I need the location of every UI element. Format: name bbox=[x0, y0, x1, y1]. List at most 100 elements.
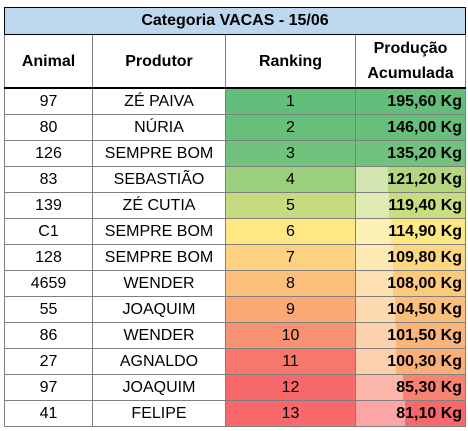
cell-producao[interactable]: 85,30 Kg bbox=[354, 374, 467, 401]
table-row: 97 ZÉ PAIVA 1 195,60 Kg bbox=[4, 87, 467, 115]
cell-produtor[interactable]: WENDER bbox=[92, 322, 226, 349]
producao-value: 100,30 Kg bbox=[387, 352, 463, 370]
cell-produtor[interactable]: JOAQUIM bbox=[92, 296, 226, 323]
cell-ranking[interactable]: 9 bbox=[225, 296, 356, 323]
cell-animal[interactable]: 139 bbox=[4, 192, 93, 219]
producao-color-fill bbox=[393, 271, 465, 296]
producao-color-fill bbox=[390, 219, 465, 244]
cell-ranking[interactable]: 8 bbox=[225, 270, 356, 297]
cell-producao[interactable]: 114,90 Kg bbox=[354, 218, 467, 245]
producao-color-fill bbox=[396, 323, 465, 348]
cell-producao[interactable]: 101,50 Kg bbox=[354, 322, 467, 349]
table-body: 97 ZÉ PAIVA 1 195,60 Kg 80 NÚRIA 2 146,00 Kg 126… bbox=[4, 87, 467, 427]
cell-ranking[interactable]: 12 bbox=[225, 374, 356, 401]
table-row: 41 FELIPE 13 81,10 Kg bbox=[4, 400, 467, 427]
producao-color-fill bbox=[356, 89, 465, 114]
table-title[interactable]: Categoria VACAS - 15/06 bbox=[3, 7, 467, 35]
producao-value: 85,30 Kg bbox=[396, 378, 463, 396]
cell-animal[interactable]: 4659 bbox=[4, 270, 93, 297]
cell-producao[interactable]: 109,80 Kg bbox=[354, 244, 467, 271]
cell-producao[interactable]: 135,20 Kg bbox=[354, 140, 467, 167]
cell-produtor[interactable]: SEBASTIÃO bbox=[92, 166, 226, 193]
header-ranking[interactable]: Ranking bbox=[225, 34, 356, 89]
producao-value: 121,20 Kg bbox=[387, 170, 463, 188]
cell-ranking[interactable]: 1 bbox=[225, 87, 356, 115]
cell-ranking[interactable]: 4 bbox=[225, 166, 356, 193]
cell-produtor[interactable]: SEMPRE BOM bbox=[92, 140, 226, 167]
cell-ranking[interactable]: 2 bbox=[225, 114, 356, 141]
cell-produtor[interactable]: SEMPRE BOM bbox=[92, 244, 226, 271]
cell-animal[interactable]: 128 bbox=[4, 244, 93, 271]
cell-animal[interactable]: 27 bbox=[4, 348, 93, 375]
producao-value: 135,20 Kg bbox=[387, 144, 463, 162]
producao-value: 109,80 Kg bbox=[387, 248, 463, 266]
producao-value: 146,00 Kg bbox=[387, 118, 463, 136]
producao-color-fill bbox=[356, 115, 465, 140]
producao-value: 119,40 Kg bbox=[388, 196, 463, 214]
header-producao-line1: Produção bbox=[373, 40, 448, 57]
cell-produtor[interactable]: AGNALDO bbox=[92, 348, 226, 375]
cell-producao[interactable]: 108,00 Kg bbox=[354, 270, 467, 297]
producao-value: 114,90 Kg bbox=[388, 222, 463, 240]
header-producao-line2: Acumulada bbox=[367, 65, 454, 82]
cell-animal[interactable]: 97 bbox=[4, 87, 93, 115]
cell-animal[interactable]: C1 bbox=[4, 218, 93, 245]
title-row: Categoria VACAS - 15/06 bbox=[3, 7, 467, 35]
cell-producao[interactable]: 100,30 Kg bbox=[354, 348, 467, 375]
header-animal[interactable]: Animal bbox=[4, 34, 93, 89]
producao-color-fill bbox=[395, 297, 465, 322]
table-row: C1 SEMPRE BOM 6 114,90 Kg bbox=[4, 218, 467, 245]
cell-ranking[interactable]: 3 bbox=[225, 140, 356, 167]
cell-animal[interactable]: 86 bbox=[4, 322, 93, 349]
cell-ranking[interactable]: 10 bbox=[225, 322, 356, 349]
cell-animal[interactable]: 55 bbox=[4, 296, 93, 323]
ranking-table: Categoria VACAS - 15/06 Animal Produtor … bbox=[3, 7, 467, 427]
table-row: 55 JOAQUIM 9 104,50 Kg bbox=[4, 296, 467, 323]
cell-produtor[interactable]: JOAQUIM bbox=[92, 374, 226, 401]
cell-producao[interactable]: 119,40 Kg bbox=[354, 192, 467, 219]
producao-color-fill bbox=[402, 375, 465, 400]
header-producao[interactable]: Produção Acumulada bbox=[354, 34, 467, 89]
cell-ranking[interactable]: 7 bbox=[225, 244, 356, 271]
cell-ranking[interactable]: 11 bbox=[225, 348, 356, 375]
producao-value: 195,60 Kg bbox=[387, 92, 463, 110]
cell-producao[interactable]: 195,60 Kg bbox=[354, 87, 467, 115]
cell-producao[interactable]: 121,20 Kg bbox=[354, 166, 467, 193]
table-row: 4659 WENDER 8 108,00 Kg bbox=[4, 270, 467, 297]
header-row: Animal Produtor Ranking Produção Acumula… bbox=[4, 34, 467, 89]
cell-produtor[interactable]: ZÉ PAIVA bbox=[92, 87, 226, 115]
cell-animal[interactable]: 83 bbox=[4, 166, 93, 193]
producao-color-fill bbox=[387, 167, 465, 192]
table-row: 83 SEBASTIÃO 4 121,20 Kg bbox=[4, 166, 467, 193]
producao-color-fill bbox=[393, 245, 465, 270]
cell-produtor[interactable]: SEMPRE BOM bbox=[92, 218, 226, 245]
table-row: 128 SEMPRE BOM 7 109,80 Kg bbox=[4, 244, 467, 271]
cell-produtor[interactable]: NÚRIA bbox=[92, 114, 226, 141]
cell-ranking[interactable]: 5 bbox=[225, 192, 356, 219]
producao-color-fill bbox=[405, 401, 465, 426]
cell-producao[interactable]: 81,10 Kg bbox=[354, 400, 467, 427]
producao-value: 108,00 Kg bbox=[387, 274, 463, 292]
header-produtor[interactable]: Produtor bbox=[92, 34, 226, 89]
cell-animal[interactable]: 126 bbox=[4, 140, 93, 167]
producao-color-fill bbox=[356, 141, 465, 166]
producao-value: 81,10 Kg bbox=[396, 404, 463, 422]
cell-animal[interactable]: 41 bbox=[4, 400, 93, 427]
table-row: 86 WENDER 10 101,50 Kg bbox=[4, 322, 467, 349]
cell-producao[interactable]: 146,00 Kg bbox=[354, 114, 467, 141]
cell-produtor[interactable]: ZÉ CUTIA bbox=[92, 192, 226, 219]
cell-ranking[interactable]: 6 bbox=[225, 218, 356, 245]
table-row: 139 ZÉ CUTIA 5 119,40 Kg bbox=[4, 192, 467, 219]
cell-animal[interactable]: 80 bbox=[4, 114, 93, 141]
table-row: 126 SEMPRE BOM 3 135,20 Kg bbox=[4, 140, 467, 167]
producao-value: 101,50 Kg bbox=[387, 326, 463, 344]
table-row: 80 NÚRIA 2 146,00 Kg bbox=[4, 114, 467, 141]
cell-animal[interactable]: 97 bbox=[4, 374, 93, 401]
table-row: 27 AGNALDO 11 100,30 Kg bbox=[4, 348, 467, 375]
cell-producao[interactable]: 104,50 Kg bbox=[354, 296, 467, 323]
producao-color-fill bbox=[388, 193, 465, 218]
cell-produtor[interactable]: WENDER bbox=[92, 270, 226, 297]
cell-produtor[interactable]: FELIPE bbox=[92, 400, 226, 427]
cell-ranking[interactable]: 13 bbox=[225, 400, 356, 427]
